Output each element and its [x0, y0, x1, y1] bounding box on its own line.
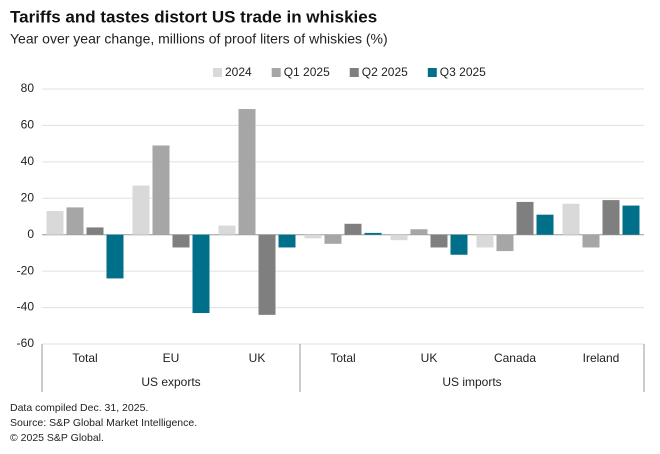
bar: [304, 234, 322, 239]
bar: [218, 225, 236, 235]
bar: [430, 234, 448, 248]
bar: [476, 234, 494, 248]
legend-label: Q3 2025: [440, 65, 486, 79]
x-tick-label: Ireland: [583, 351, 620, 365]
bar: [278, 234, 296, 248]
x-tick-label: UK: [421, 351, 438, 365]
bar: [172, 234, 190, 248]
y-tick-label: 0: [27, 227, 34, 241]
bar: [622, 205, 640, 235]
bar: [562, 203, 580, 235]
bar: [258, 234, 276, 315]
bar: [152, 145, 170, 235]
y-tick-label: -60: [17, 336, 35, 350]
bar: [86, 227, 104, 235]
x-tick-label: Total: [72, 351, 97, 365]
bar: [344, 223, 362, 235]
footnote: © 2025 S&P Global.: [10, 432, 104, 444]
bar: [106, 234, 124, 279]
bar: [238, 109, 256, 235]
bar: [602, 200, 620, 235]
footnote: Data compiled Dec. 31, 2025.: [10, 402, 148, 414]
bar: [496, 234, 514, 252]
x-tick-label: EU: [163, 351, 180, 365]
y-tick-label: 40: [21, 154, 35, 168]
bar: [132, 185, 150, 235]
y-tick-label: -20: [17, 263, 35, 277]
footnote: Source: S&P Global Market Intelligence.: [10, 417, 197, 429]
legend-label: 2024: [225, 65, 252, 79]
bar: [46, 211, 64, 235]
bar: [536, 214, 554, 235]
bar: [516, 201, 534, 235]
chart-subtitle: Year over year change, millions of proof…: [10, 31, 388, 47]
legend-swatch: [427, 68, 437, 77]
legend-swatch: [271, 68, 281, 77]
chart-title: Tariffs and tastes distort US trade in w…: [10, 7, 377, 26]
bar: [66, 207, 84, 235]
bar: [410, 229, 428, 235]
bar: [450, 234, 468, 255]
bar: [324, 234, 342, 244]
y-tick-label: -40: [17, 300, 35, 314]
x-tick-label: Canada: [494, 351, 536, 365]
legend-label: Q1 2025: [284, 65, 330, 79]
bar: [582, 234, 600, 248]
x-tick-label: Total: [330, 351, 355, 365]
legend-label: Q2 2025: [362, 65, 408, 79]
y-tick-label: 60: [21, 118, 35, 132]
bar: [390, 234, 408, 241]
y-tick-label: 80: [21, 81, 35, 95]
y-tick-label: 20: [21, 190, 35, 204]
bar: [192, 234, 210, 314]
legend-swatch: [213, 68, 222, 77]
group-label: US imports: [442, 375, 501, 389]
group-label: US exports: [141, 375, 200, 389]
x-tick-label: UK: [249, 351, 266, 365]
legend-swatch: [349, 68, 359, 77]
bar: [364, 232, 382, 235]
